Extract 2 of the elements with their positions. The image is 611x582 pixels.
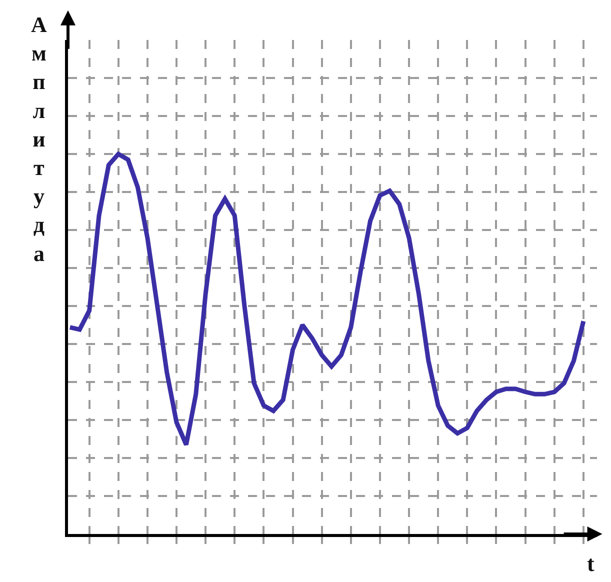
text: Амплитуда xyxy=(31,12,47,266)
x-axis-title: t xyxy=(587,551,595,576)
